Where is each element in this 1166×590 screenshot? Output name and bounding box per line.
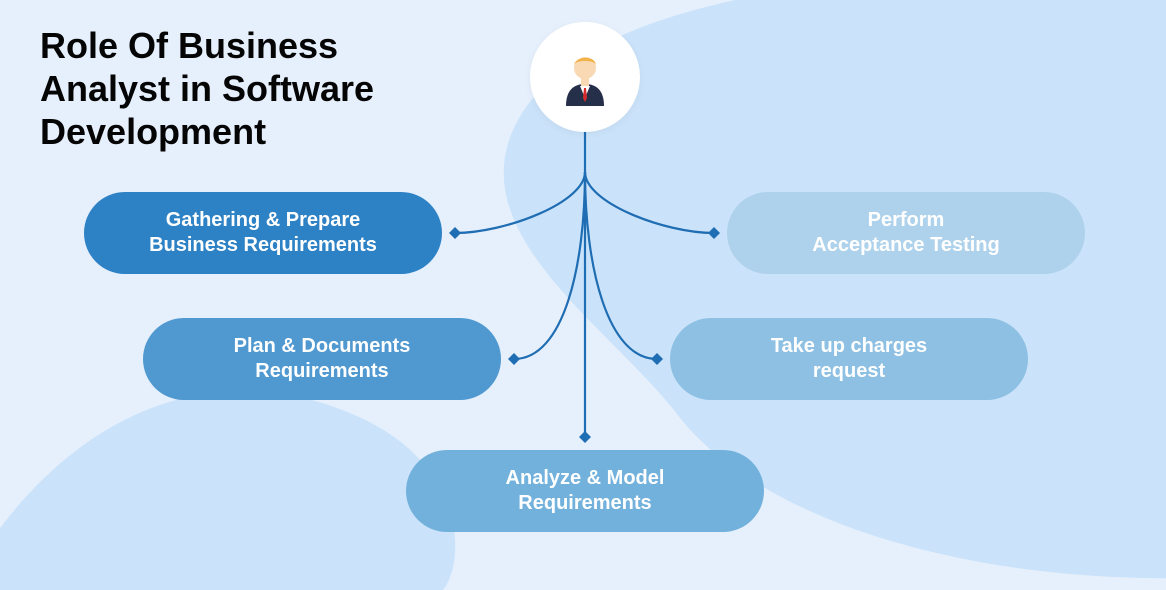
business-analyst-icon — [562, 48, 608, 106]
node-label-analyze: Analyze & Model Requirements — [506, 466, 665, 516]
node-plan: Plan & Documents Requirements — [143, 318, 501, 400]
node-gather: Gathering & Prepare Business Requirement… — [84, 192, 442, 274]
node-label-charges: Take up charges request — [771, 334, 927, 384]
node-label-gather: Gathering & Prepare Business Requirement… — [149, 208, 377, 258]
node-analyze: Analyze & Model Requirements — [406, 450, 764, 532]
node-charges: Take up charges request — [670, 318, 1028, 400]
node-acceptance: Perform Acceptance Testing — [727, 192, 1085, 274]
diagram-stage: Role Of Business Analyst in Software Dev… — [0, 0, 1166, 590]
node-label-acceptance: Perform Acceptance Testing — [812, 208, 999, 258]
node-label-plan: Plan & Documents Requirements — [234, 334, 411, 384]
diagram-title: Role Of Business Analyst in Software Dev… — [40, 24, 374, 154]
center-analyst-avatar — [530, 22, 640, 132]
